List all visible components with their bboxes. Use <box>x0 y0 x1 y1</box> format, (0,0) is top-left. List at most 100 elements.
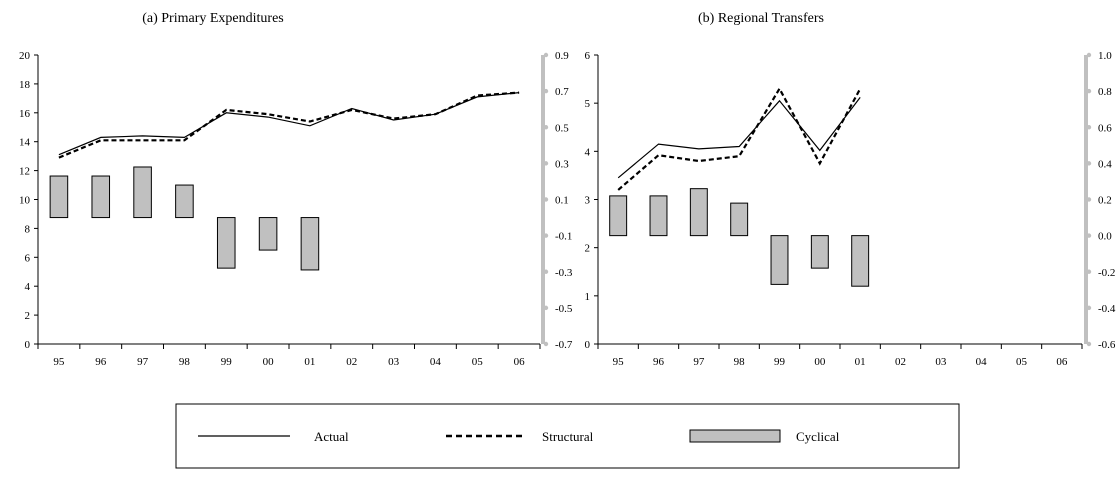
y-tick-label: 0 <box>25 339 31 351</box>
y-right-tick-mark <box>1086 88 1092 94</box>
y-tick-label: 1 <box>585 291 591 303</box>
y-right-tick-label: -0.7 <box>555 339 573 351</box>
y-tick-label: 3 <box>585 195 591 207</box>
x-tick-label: 99 <box>221 356 233 368</box>
actual-line <box>58 92 520 156</box>
legend-label: Actual <box>314 429 349 444</box>
x-tick-label: 98 <box>734 356 746 368</box>
y-tick-label: 10 <box>19 195 31 207</box>
y-right-tick-mark <box>1086 233 1092 238</box>
y-right-tick-label: 0.0 <box>1098 231 1112 243</box>
y-right-tick-label: 0.6 <box>1098 122 1112 134</box>
x-tick-label: 04 <box>976 356 988 368</box>
y-tick-label: 0 <box>585 339 591 351</box>
legend: Actual Structural Cyclical <box>175 403 960 469</box>
x-tick-label: 97 <box>693 356 705 368</box>
x-tick-label: 05 <box>1016 356 1028 368</box>
y-right-tick-mark <box>1086 341 1092 347</box>
y-right-tick-label: -0.2 <box>1098 267 1115 279</box>
y-right-tick-label: 0.9 <box>555 50 569 62</box>
legend-label: Structural <box>542 429 594 444</box>
y-tick-label: 8 <box>25 223 31 235</box>
y-right-tick-mark <box>1086 305 1092 311</box>
x-tick-label: 06 <box>1056 356 1068 368</box>
x-tick-label: 96 <box>653 356 665 368</box>
structural-line <box>617 86 862 191</box>
cyclical-bar <box>49 175 69 219</box>
cyclical-bar <box>133 166 152 219</box>
y-right-tick-mark <box>543 161 549 166</box>
cyclical-bar <box>175 184 194 219</box>
y-right-tick-mark <box>543 197 549 202</box>
x-tick-label: 04 <box>430 356 442 368</box>
y-right-tick-label: 0.8 <box>1098 86 1112 98</box>
y-right-tick-label: -0.3 <box>555 267 573 279</box>
x-tick-label: 96 <box>95 356 107 368</box>
y-right-tick-label: -0.6 <box>1098 339 1116 351</box>
y-right-tick-mark <box>543 233 549 238</box>
y-tick-label: 2 <box>25 310 31 322</box>
y-tick-label: 16 <box>19 108 31 120</box>
x-tick-label: 01 <box>304 356 315 368</box>
y-right-tick-mark <box>1086 161 1092 166</box>
cyclical-bar <box>91 175 111 219</box>
y-right-tick-mark <box>1086 197 1092 202</box>
x-tick-label: 03 <box>935 356 947 368</box>
x-tick-label: 99 <box>774 356 786 368</box>
y-right-tick-mark <box>543 52 549 58</box>
y-tick-label: 18 <box>19 79 31 91</box>
y-right-tick-label: 0.3 <box>555 158 569 170</box>
y-right-tick-label: 0.4 <box>1098 158 1112 170</box>
y-tick-label: 20 <box>19 50 31 62</box>
y-tick-label: 6 <box>25 252 31 264</box>
y-tick-label: 4 <box>25 281 31 293</box>
y-right-tick-label: -0.5 <box>555 303 573 315</box>
cyclical-bar <box>300 217 320 271</box>
structural-line <box>58 91 520 159</box>
y-right-tick-mark <box>543 269 549 274</box>
cyclical-bar <box>851 235 870 287</box>
y-tick-label: 14 <box>19 137 31 149</box>
cyclical-bar <box>258 217 278 251</box>
x-tick-label: 95 <box>613 356 625 368</box>
cyclical-bar <box>649 195 668 237</box>
x-tick-label: 98 <box>179 356 191 368</box>
x-tick-label: 03 <box>388 356 400 368</box>
y-right-tick-label: 0.1 <box>555 195 569 207</box>
y-right-tick-mark <box>1086 125 1092 130</box>
y-right-tick-label: 0.7 <box>555 86 569 98</box>
legend-box <box>175 403 960 469</box>
cyclical-bar <box>810 235 829 269</box>
y-right-tick-label: 0.2 <box>1098 195 1112 207</box>
chart-title: (b) Regional Transfers <box>698 11 824 26</box>
x-tick-label: 02 <box>346 356 357 368</box>
y-tick-label: 4 <box>585 146 591 158</box>
legend-label: Cyclical <box>796 429 840 444</box>
cyclical-bar <box>609 195 628 237</box>
x-tick-label: 01 <box>855 356 866 368</box>
panel-regional-transfers: (b) Regional Transfers0123456-0.6-0.4-0.… <box>585 11 1116 368</box>
cyclical-bar <box>689 188 708 237</box>
x-tick-label: 00 <box>263 356 275 368</box>
y-right-tick-label: 1.0 <box>1098 50 1112 62</box>
y-right-tick-label: -0.4 <box>1098 303 1116 315</box>
x-tick-label: 05 <box>472 356 484 368</box>
cyclical-bar <box>730 202 749 237</box>
cyclical-bar <box>216 217 236 269</box>
x-tick-label: 02 <box>895 356 906 368</box>
y-tick-label: 12 <box>19 166 30 178</box>
y-right-tick-label: 0.5 <box>555 122 569 134</box>
panel-primary-expenditures: (a) Primary Expenditures0246810121416182… <box>19 11 573 368</box>
legend-swatch-cyclical <box>689 429 781 443</box>
y-right-tick-label: -0.1 <box>555 231 572 243</box>
cyclical-bar <box>770 235 789 285</box>
y-right-tick-mark <box>1086 269 1092 274</box>
y-tick-label: 2 <box>585 243 591 255</box>
x-tick-label: 95 <box>53 356 65 368</box>
y-right-tick-mark <box>543 341 549 347</box>
actual-line <box>617 97 861 179</box>
y-tick-label: 5 <box>585 98 591 110</box>
x-tick-label: 06 <box>514 356 526 368</box>
y-right-tick-mark <box>543 125 549 130</box>
